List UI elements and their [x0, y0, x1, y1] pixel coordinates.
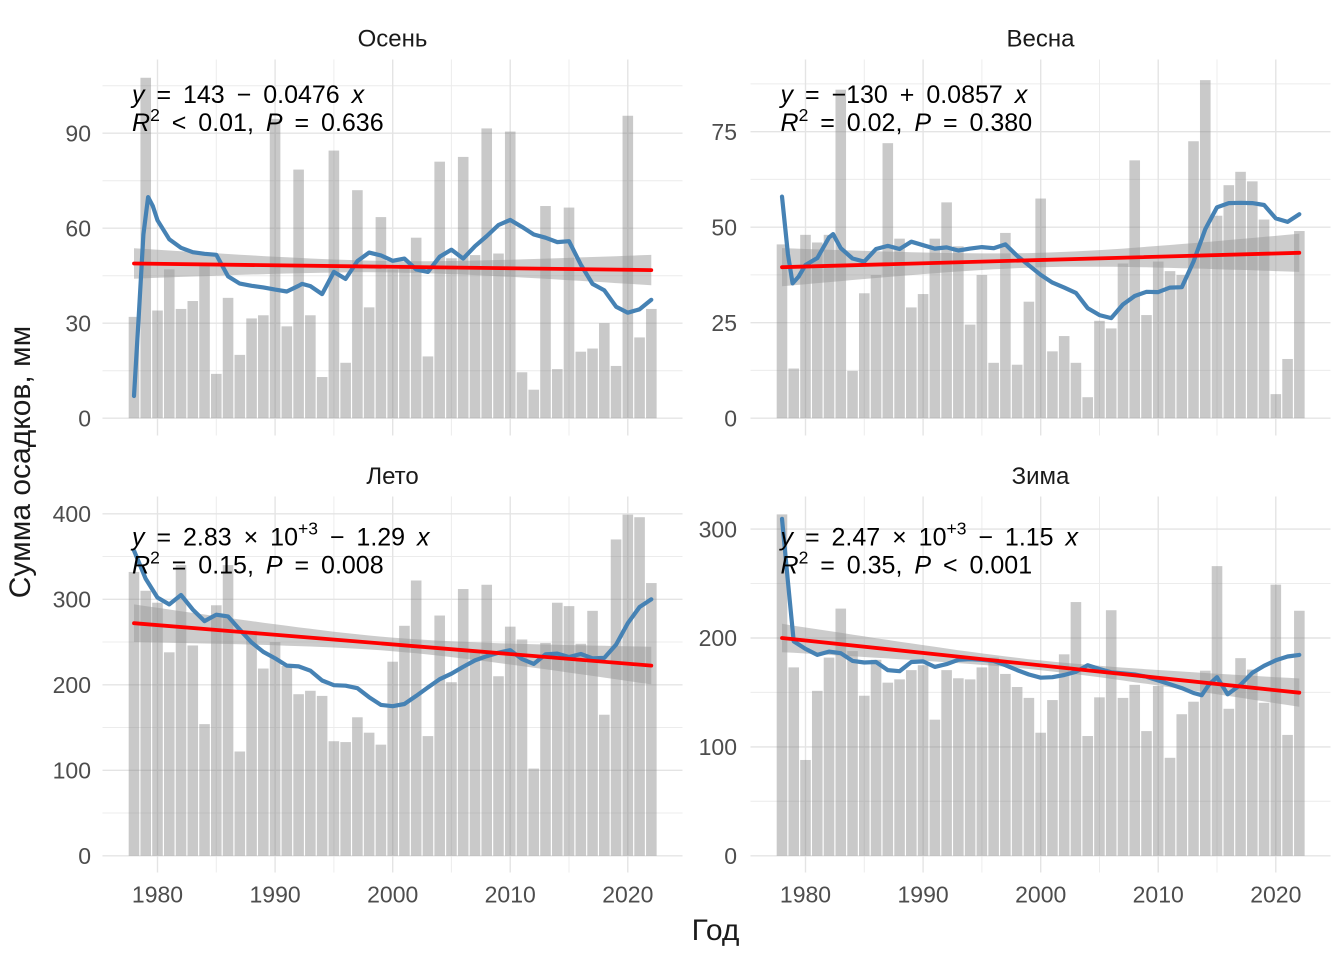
svg-text:2010: 2010 — [485, 882, 536, 908]
svg-text:2020: 2020 — [1250, 882, 1301, 908]
svg-text:1990: 1990 — [250, 882, 301, 908]
svg-text:y = −130 + 0.0857 x: y = −130 + 0.0857 x — [779, 81, 1029, 109]
svg-text:0: 0 — [724, 405, 737, 431]
svg-text:300: 300 — [53, 587, 91, 613]
svg-text:Весна: Весна — [1007, 25, 1076, 52]
svg-text:30: 30 — [65, 310, 91, 336]
svg-text:400: 400 — [53, 501, 91, 527]
svg-text:75: 75 — [711, 119, 737, 145]
svg-text:0: 0 — [78, 843, 91, 869]
svg-text:60: 60 — [65, 215, 91, 241]
svg-text:y = 143 − 0.0476 x: y = 143 − 0.0476 x — [130, 81, 366, 109]
svg-text:2020: 2020 — [602, 882, 653, 908]
svg-text:0: 0 — [724, 843, 737, 869]
svg-text:2000: 2000 — [1015, 882, 1066, 908]
svg-text:50: 50 — [711, 214, 737, 240]
svg-text:Год: Год — [692, 914, 740, 947]
svg-text:25: 25 — [711, 310, 737, 336]
svg-text:Сумма осадков, мм: Сумма осадков, мм — [4, 326, 37, 598]
svg-text:R2 = 0.15, P = 0.008: R2 = 0.15, P = 0.008 — [132, 548, 384, 580]
svg-text:0: 0 — [78, 405, 91, 431]
svg-text:90: 90 — [65, 120, 91, 146]
svg-text:y = 2.47 × 10+3 − 1.15: y = 2.47 × 10+3 − 1.15 x — [779, 519, 1080, 552]
svg-text:R2 = 0.35, P < 0.001: R2 = 0.35, P < 0.001 — [781, 548, 1033, 580]
svg-text:1980: 1980 — [780, 882, 831, 908]
svg-text:y = 2.83 × 10+3 − 1.29: y = 2.83 × 10+3 − 1.29 x — [130, 519, 431, 552]
svg-text:300: 300 — [699, 516, 737, 542]
svg-text:100: 100 — [699, 734, 737, 760]
svg-text:1980: 1980 — [132, 882, 183, 908]
svg-text:2000: 2000 — [367, 882, 418, 908]
svg-text:2010: 2010 — [1133, 882, 1184, 908]
svg-text:Осень: Осень — [358, 25, 428, 52]
svg-text:200: 200 — [699, 625, 737, 651]
svg-text:R2 < 0.01, P = 0.636: R2 < 0.01, P = 0.636 — [132, 105, 384, 137]
svg-text:Зима: Зима — [1012, 463, 1070, 490]
svg-text:200: 200 — [53, 672, 91, 698]
svg-text:R2 = 0.02, P = 0.380: R2 = 0.02, P = 0.380 — [781, 105, 1033, 137]
svg-text:1990: 1990 — [898, 882, 949, 908]
svg-text:100: 100 — [53, 758, 91, 784]
svg-text:Лето: Лето — [366, 463, 418, 490]
